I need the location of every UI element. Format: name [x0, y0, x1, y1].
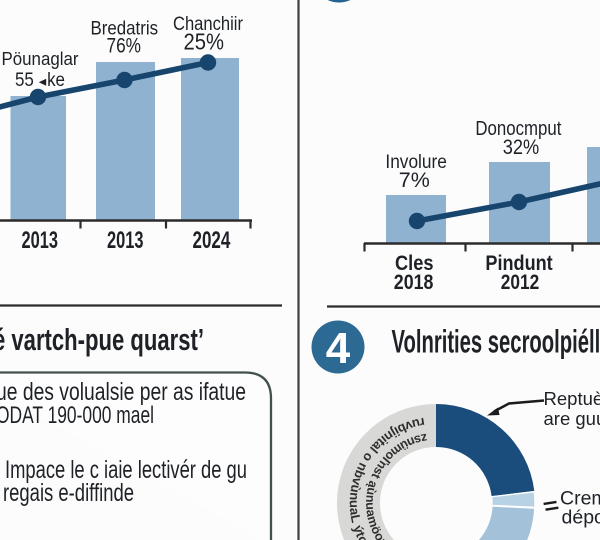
svg-text:76%: 76%: [107, 34, 142, 58]
svg-text:Creme: Creme: [560, 488, 600, 510]
svg-text:32%: 32%: [503, 135, 540, 159]
svg-text:2018: 2018: [394, 270, 434, 294]
svg-text:ue des volualsie per as ifatue: ue des volualsie per as ifatue: [0, 378, 246, 406]
svg-text:2024: 2024: [193, 227, 231, 254]
svg-text:Volnrities secroolpiéllé: Volnrities secroolpiéllé: [392, 324, 600, 360]
svg-text:55 ke: 55 ke: [15, 70, 65, 91]
svg-text:é vartch-pue quarst’: é vartch-pue quarst’: [0, 322, 204, 357]
svg-text:regais e-diffinde: regais e-diffinde: [3, 479, 134, 507]
svg-text:7%: 7%: [399, 169, 430, 192]
svg-text:Donocmput: Donocmput: [475, 118, 561, 140]
svg-text:dépos: dépos: [562, 507, 600, 529]
svg-text:Bredatris: Bredatris: [91, 18, 159, 40]
svg-text:25%: 25%: [184, 29, 225, 55]
svg-text:Pöunaglar: Pöunaglar: [2, 48, 79, 69]
svg-text:Reptuère: Reptuère: [544, 388, 600, 409]
svg-text:ODAT 190-000 mael: ODAT 190-000 mael: [0, 402, 154, 429]
svg-text:2013: 2013: [22, 227, 59, 254]
svg-text:2013: 2013: [107, 227, 144, 254]
svg-text:Impace le c iaie lectivér de g: Impace le c iaie lectivér de gu: [5, 456, 247, 484]
svg-text:Cles: Cles: [395, 252, 434, 275]
svg-text:Chanchiir: Chanchiir: [173, 14, 244, 35]
svg-text:Involure: Involure: [385, 152, 447, 173]
svg-text:are guut: are guut: [544, 408, 600, 429]
svg-text:2012: 2012: [501, 270, 539, 294]
svg-text:4: 4: [326, 324, 351, 373]
svg-text:Pindunt: Pindunt: [485, 252, 552, 275]
